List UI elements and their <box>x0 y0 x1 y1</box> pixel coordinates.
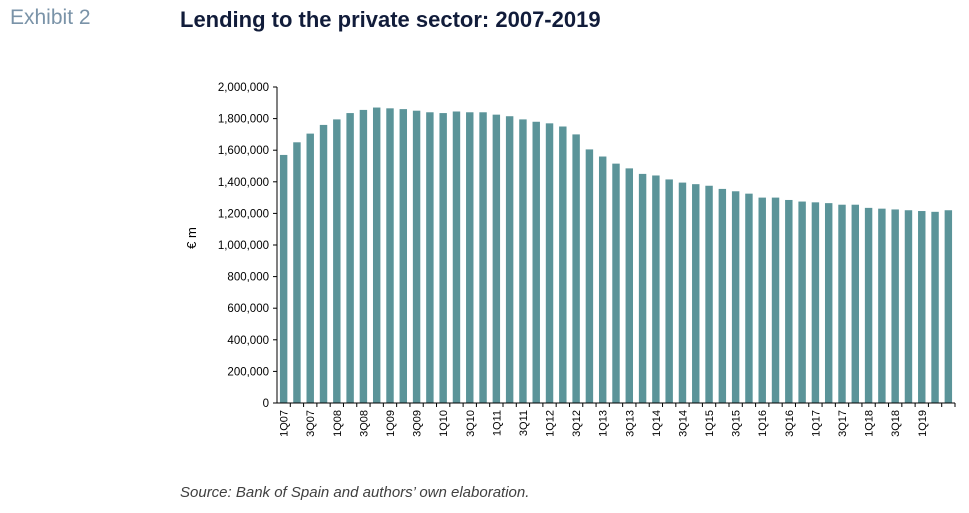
bar-3Q10 <box>466 112 474 403</box>
bar-1Q12 <box>545 123 554 403</box>
bar-2Q19 <box>931 211 939 403</box>
bar-1Q13 <box>598 156 607 403</box>
x-tick-label: 1Q14 <box>651 410 663 437</box>
bar-1Q11 <box>492 114 501 404</box>
bar-3Q09 <box>412 110 421 403</box>
x-tick-label: 1Q15 <box>704 410 716 437</box>
y-axis: 0 200,000 400,000 600,000 800,000 1,000,000 1,… <box>218 82 278 410</box>
x-tick-label: 3Q12 <box>571 410 583 437</box>
x-tick-label: 3Q17 <box>837 410 849 437</box>
y-tick-label: 600,000 <box>227 303 269 315</box>
bar-4Q18 <box>904 210 913 403</box>
bar-4Q15 <box>745 193 753 403</box>
bar-1Q16 <box>758 197 766 403</box>
bar-1Q15 <box>705 185 713 403</box>
bar-3Q14 <box>678 182 687 403</box>
bar-2Q07 <box>293 142 301 404</box>
x-tick-label: 1Q19 <box>917 410 929 437</box>
x-tick-label: 3Q18 <box>890 410 902 437</box>
bar-1Q08 <box>333 119 341 403</box>
x-tick-label: 3Q08 <box>358 410 370 437</box>
bar-2Q08 <box>346 113 354 403</box>
y-tick-label: 1,400,000 <box>218 177 269 189</box>
y-tick-label: 800,000 <box>227 272 269 284</box>
bar-2Q17 <box>824 203 833 403</box>
bar-2Q12 <box>559 126 567 403</box>
x-tick-label: 3Q13 <box>624 410 636 437</box>
x-tick-label: 1Q08 <box>332 410 344 437</box>
x-tick-label: 1Q09 <box>385 410 397 437</box>
y-tick-label: 1,000,000 <box>218 240 269 252</box>
bar-2Q16 <box>771 197 780 403</box>
x-tick-label: 3Q10 <box>465 410 477 437</box>
bar-2Q18 <box>878 208 886 403</box>
bar-3Q17 <box>838 204 846 403</box>
y-axis-label: € m <box>184 227 199 249</box>
bar-3Q12 <box>572 134 580 403</box>
x-tick-label: 3Q07 <box>305 410 317 437</box>
x-tick-label: 1Q17 <box>810 410 822 437</box>
bar-2Q10 <box>452 111 461 404</box>
x-tick-label: 1Q13 <box>598 410 610 437</box>
y-tick-label: 2,000,000 <box>218 82 269 94</box>
x-tick-label: 3Q15 <box>731 410 743 437</box>
y-tick-label: 1,200,000 <box>218 208 269 220</box>
bar-1Q18 <box>864 207 873 403</box>
bar-1Q19 <box>918 211 926 403</box>
bar-3Q19 <box>944 210 953 403</box>
x-tick-label: 1Q10 <box>438 410 450 437</box>
bar-4Q17 <box>851 204 860 403</box>
x-tick-label: 3Q14 <box>677 410 689 437</box>
bar-4Q11 <box>532 121 540 403</box>
x-tick-label: 3Q11 <box>518 410 530 436</box>
y-tick-label: 400,000 <box>227 335 269 347</box>
exhibit-label: Exhibit 2 <box>10 6 91 29</box>
x-tick-label: 3Q16 <box>784 410 796 437</box>
bars-group <box>279 107 953 404</box>
x-tick-label: 3Q09 <box>412 410 424 437</box>
bar-4Q08 <box>372 107 381 403</box>
bar-4Q12 <box>585 149 594 403</box>
bar-2Q09 <box>399 109 408 404</box>
y-tick-label: 200,000 <box>227 366 269 378</box>
bar-3Q07 <box>306 133 314 404</box>
y-tick-label: 1,600,000 <box>218 145 269 157</box>
bar-3Q15 <box>731 191 740 403</box>
bar-4Q09 <box>426 112 434 403</box>
bar-1Q10 <box>439 113 447 403</box>
bar-3Q11 <box>519 119 527 403</box>
source-note: Source: Bank of Spain and authors’ own e… <box>180 484 530 501</box>
y-tick-label: 1,800,000 <box>218 114 269 126</box>
x-tick-label: 1Q18 <box>864 410 876 437</box>
bar-2Q11 <box>505 116 514 403</box>
x-tick-label: 1Q11 <box>491 410 503 436</box>
x-tick-label: 1Q16 <box>757 410 769 437</box>
bar-chart: 0 200,000 400,000 600,000 800,000 1,000,000 1,… <box>184 82 956 437</box>
bar-3Q13 <box>625 168 634 403</box>
bar-4Q10 <box>479 112 487 403</box>
bar-2Q14 <box>665 179 673 403</box>
chart-title: Lending to the private sector: 2007-2019 <box>180 7 601 32</box>
bar-1Q17 <box>811 202 820 403</box>
bar-3Q16 <box>785 199 793 403</box>
bar-3Q18 <box>891 209 899 403</box>
bar-2Q15 <box>718 188 727 403</box>
x-axis: 1Q07 3Q07 1Q08 3Q08 1Q09 3Q09 1Q10 3Q10 1Q11 3Q11… <box>277 402 956 437</box>
bar-4Q07 <box>319 124 328 404</box>
bar-1Q14 <box>652 175 660 403</box>
x-tick-label: 1Q12 <box>545 410 557 437</box>
bar-4Q16 <box>798 201 806 403</box>
y-tick-label: 0 <box>263 398 269 410</box>
bar-4Q14 <box>692 184 700 403</box>
x-tick-label: 1Q07 <box>279 410 291 437</box>
bar-1Q09 <box>386 108 394 403</box>
bar-1Q07 <box>279 154 288 403</box>
bar-3Q08 <box>359 109 368 403</box>
bar-4Q13 <box>638 173 647 403</box>
bar-2Q13 <box>612 163 620 403</box>
